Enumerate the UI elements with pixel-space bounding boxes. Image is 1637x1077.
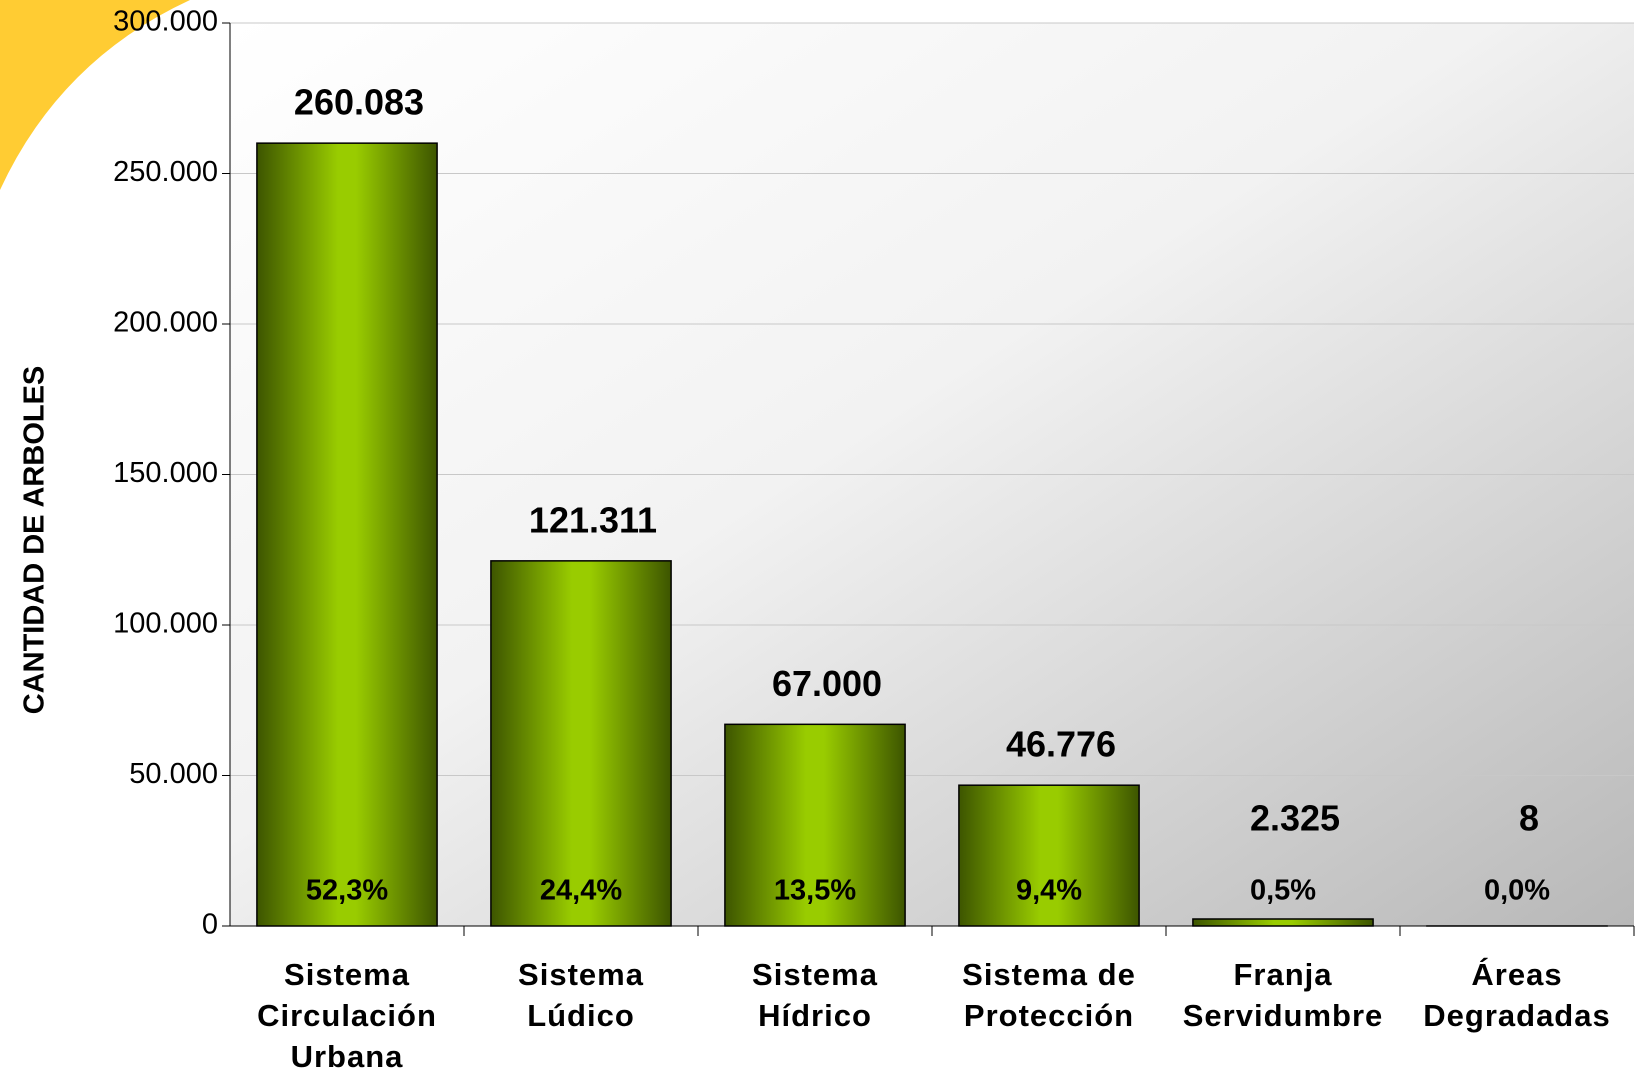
value-label: 8: [1519, 798, 1539, 839]
percentage-label: 9,4%: [1016, 875, 1082, 907]
percentage-label: 0,5%: [1250, 875, 1316, 907]
decoration: [0, 0, 190, 190]
percentage-label: 0,0%: [1484, 875, 1550, 907]
x-tick-label: Sistema Circulación Urbana: [257, 957, 437, 1074]
value-label: 46.776: [1006, 724, 1116, 765]
x-tick-label: Áreas Degradadas: [1423, 957, 1611, 1033]
x-tick-label: Sistema de Protección: [962, 957, 1136, 1033]
value-label: 67.000: [772, 663, 882, 704]
value-label: 2.325: [1250, 798, 1340, 839]
percentage-label: 24,4%: [540, 875, 622, 907]
y-tick-label: 250.000: [113, 156, 218, 188]
y-tick-label: 200.000: [113, 307, 218, 339]
value-label: 260.083: [294, 82, 424, 123]
percentage-label: 52,3%: [306, 875, 388, 907]
x-tick-label: Franja Servidumbre: [1182, 957, 1384, 1033]
bar: [1192, 918, 1374, 927]
bar: [724, 723, 906, 927]
x-tick-label: Sistema Lúdico: [518, 957, 644, 1033]
bar: [490, 560, 672, 927]
bar: [958, 784, 1140, 927]
y-tick-label: 150.000: [113, 457, 218, 489]
value-label: 121.311: [529, 499, 657, 540]
y-tick-label: 100.000: [113, 608, 218, 640]
y-axis-title: CANTIDAD DE ARBOLES: [19, 366, 51, 715]
y-tick-label: 0: [202, 909, 218, 941]
y-tick-label: 300.000: [113, 6, 218, 38]
percentage-label: 13,5%: [774, 875, 856, 907]
bar: [256, 142, 438, 927]
x-tick-label: Sistema Hídrico: [752, 957, 878, 1033]
y-tick-label: 50.000: [129, 758, 218, 790]
